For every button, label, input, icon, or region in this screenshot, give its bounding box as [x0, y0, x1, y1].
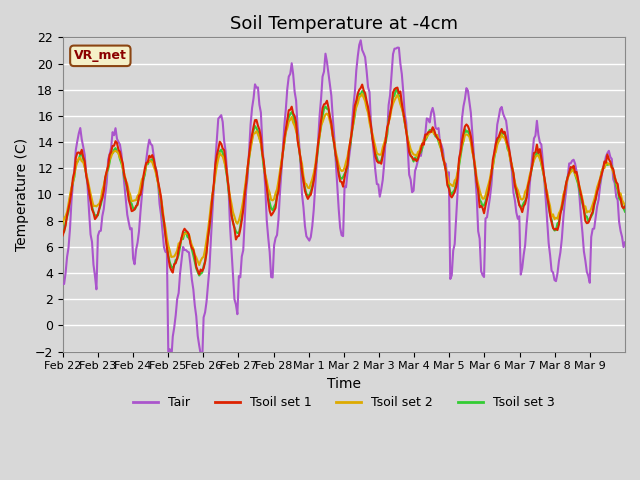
Tsoil set 1 — [463, 121, 470, 127]
Tair — [59, 281, 67, 287]
Tsoil set 3 — [620, 205, 627, 211]
Legend: Tair, Tsoil set 1, Tsoil set 2, Tsoil set 3: Tair, Tsoil set 1, Tsoil set 2, Tsoil se… — [128, 391, 560, 414]
Tair — [357, 37, 365, 43]
Tsoil set 1 — [620, 205, 627, 211]
Tsoil set 2 — [95, 201, 103, 206]
Tsoil set 3 — [78, 151, 86, 156]
Tsoil set 1 — [78, 147, 86, 153]
Tsoil set 1 — [358, 82, 366, 87]
Y-axis label: Temperature (C): Temperature (C) — [15, 138, 29, 251]
Tsoil set 2 — [620, 200, 627, 205]
Tsoil set 2 — [195, 262, 203, 268]
Tair — [620, 244, 627, 250]
Text: VR_met: VR_met — [74, 49, 127, 62]
Tsoil set 1 — [547, 213, 554, 218]
Tair — [78, 136, 86, 142]
Tsoil set 1 — [95, 205, 103, 211]
Tair — [621, 240, 629, 245]
Tsoil set 3 — [463, 129, 470, 135]
Tsoil set 3 — [59, 230, 67, 236]
Tsoil set 2 — [358, 91, 366, 97]
Tsoil set 1 — [59, 232, 67, 238]
Tsoil set 2 — [78, 158, 86, 164]
Tair — [463, 85, 470, 91]
Tsoil set 2 — [547, 204, 554, 209]
Line: Tsoil set 3: Tsoil set 3 — [63, 89, 625, 276]
Title: Soil Temperature at -4cm: Soil Temperature at -4cm — [230, 15, 458, 33]
Tsoil set 2 — [349, 120, 357, 126]
Tsoil set 3 — [349, 121, 357, 127]
Tsoil set 3 — [621, 209, 629, 215]
X-axis label: Time: Time — [327, 377, 361, 391]
Tair — [95, 228, 103, 234]
Tsoil set 2 — [621, 203, 629, 208]
Tsoil set 3 — [95, 206, 103, 212]
Tair — [349, 103, 357, 109]
Tair — [547, 252, 554, 258]
Tsoil set 1 — [349, 116, 357, 122]
Tsoil set 2 — [463, 132, 470, 137]
Tsoil set 3 — [547, 212, 554, 217]
Line: Tair: Tair — [63, 40, 625, 363]
Line: Tsoil set 2: Tsoil set 2 — [63, 94, 625, 265]
Tsoil set 3 — [195, 273, 203, 278]
Tsoil set 2 — [59, 221, 67, 227]
Tsoil set 1 — [621, 204, 629, 209]
Tsoil set 1 — [195, 272, 203, 277]
Tsoil set 3 — [392, 86, 400, 92]
Tair — [198, 360, 206, 366]
Line: Tsoil set 1: Tsoil set 1 — [63, 84, 625, 275]
